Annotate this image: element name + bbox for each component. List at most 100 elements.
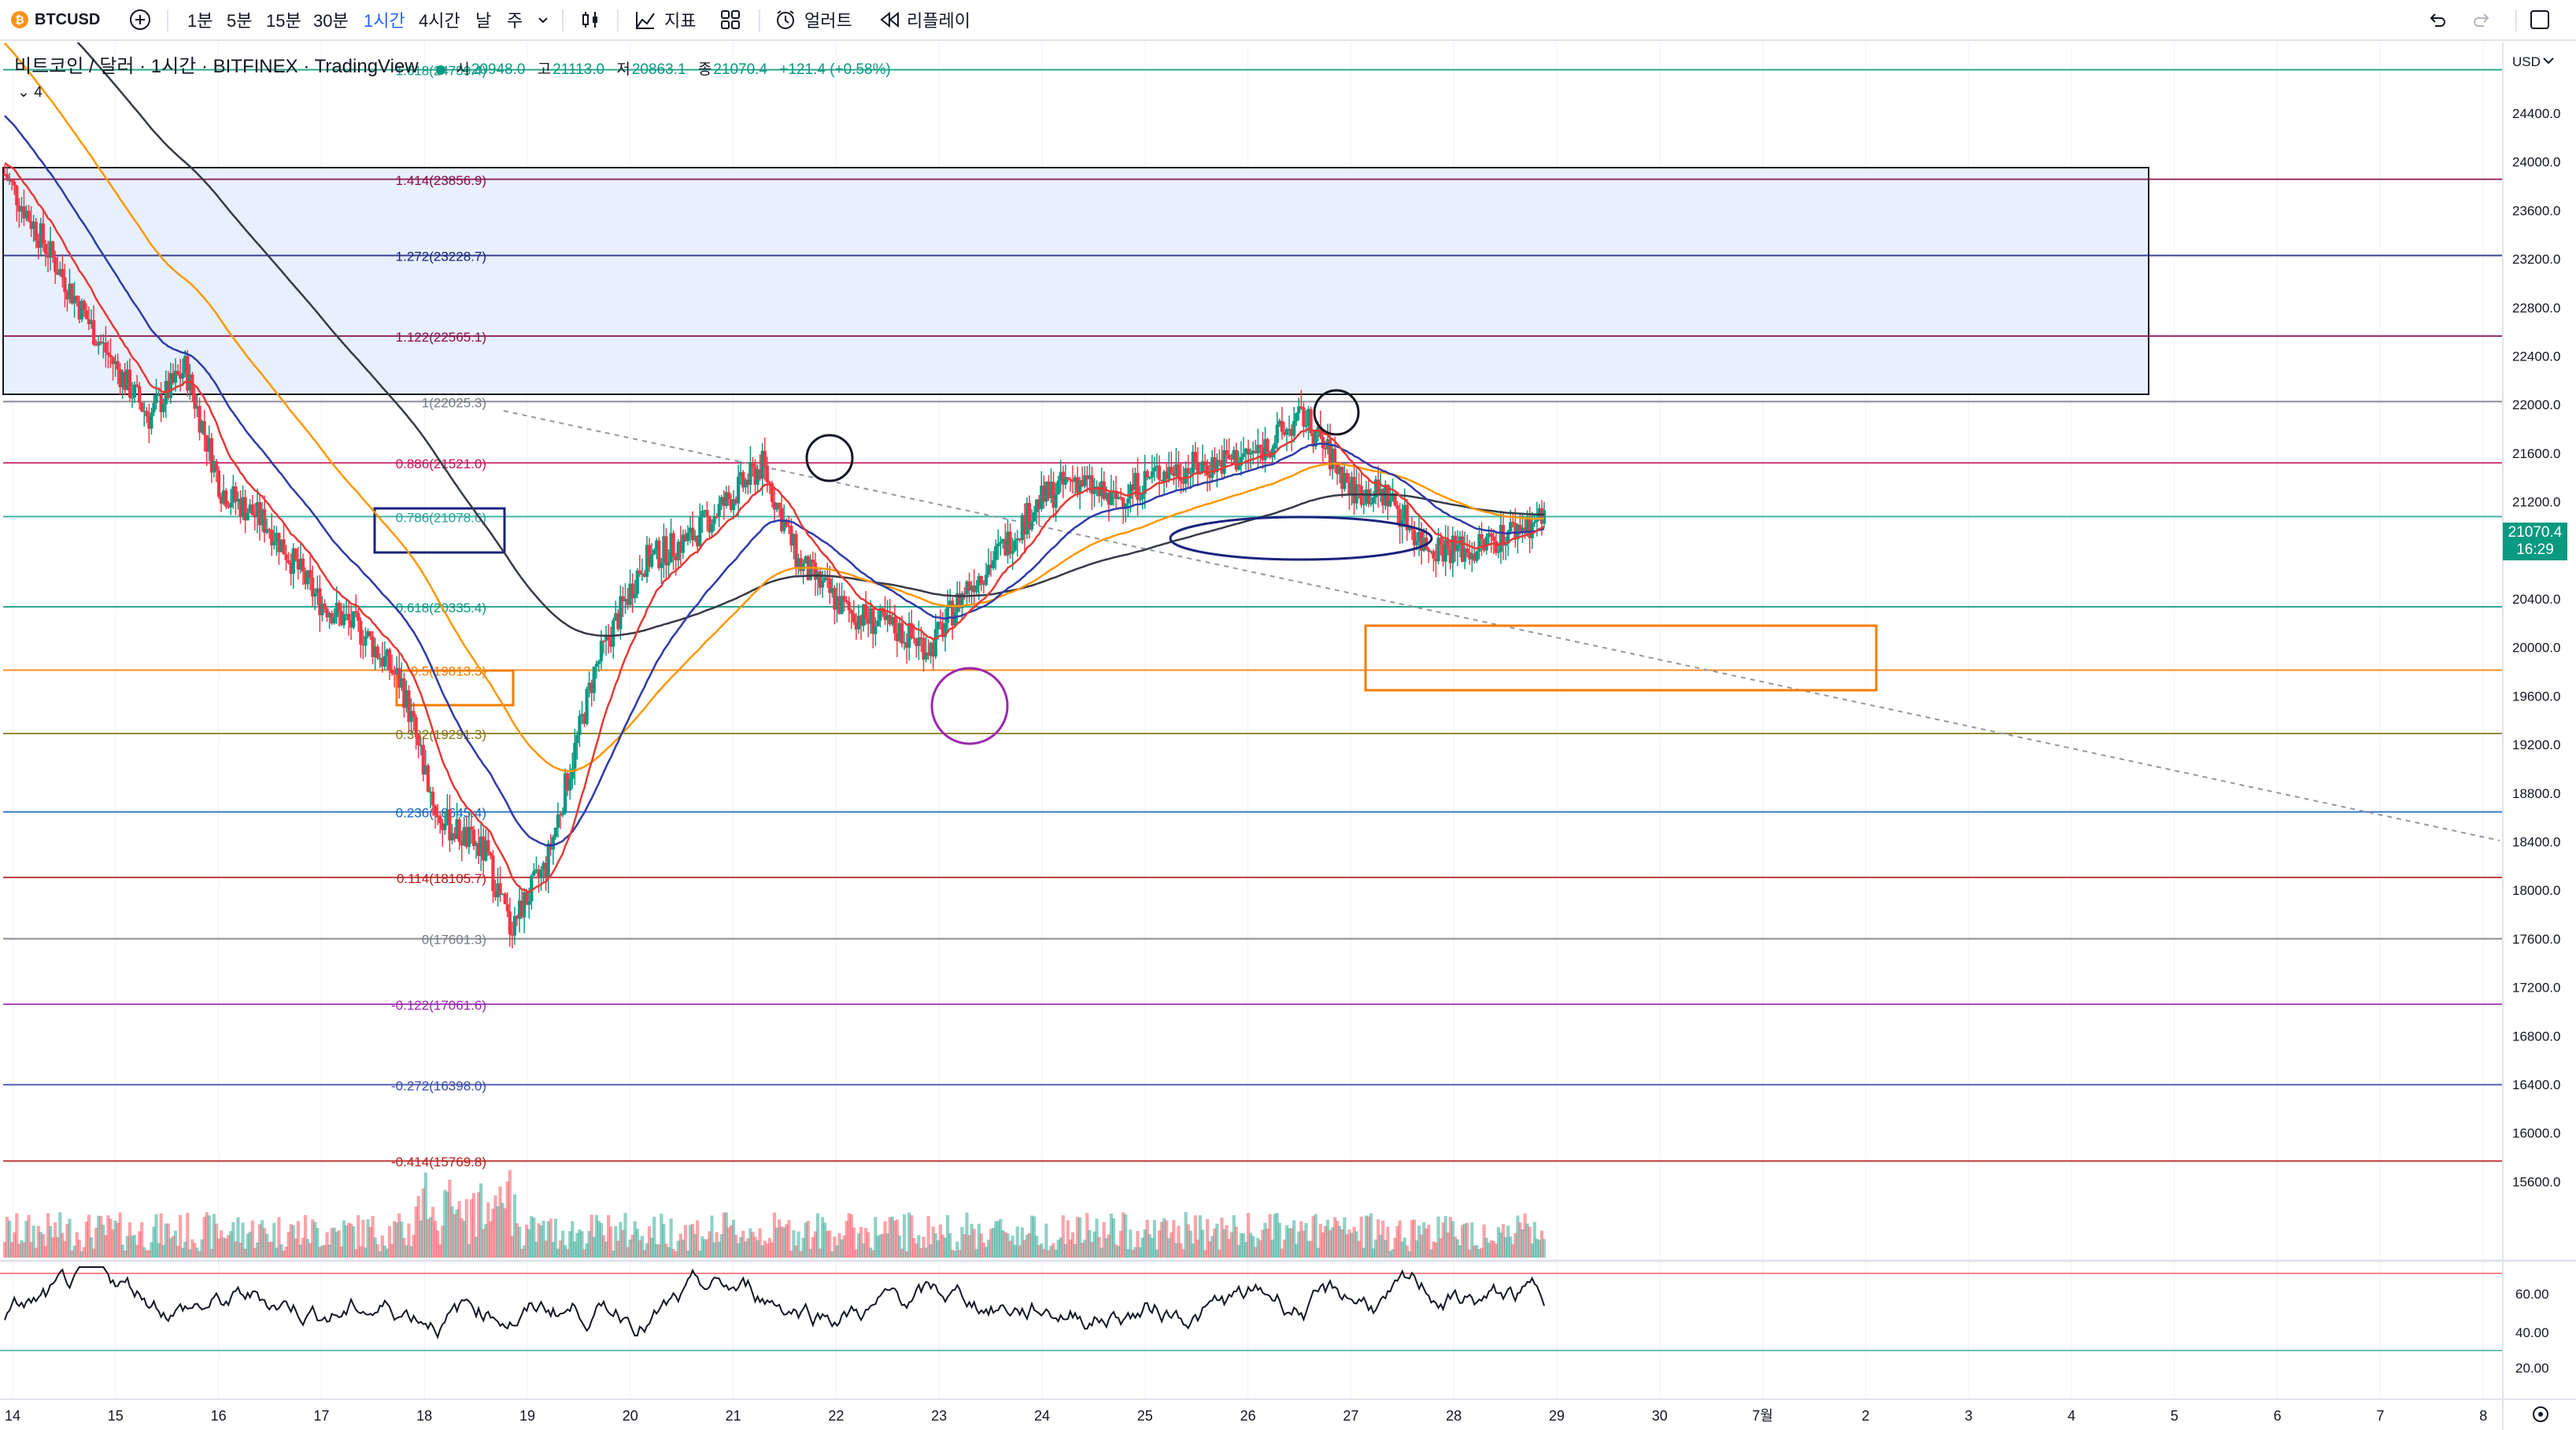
volume-bar [140,1221,144,1258]
volume-bar [1405,1245,1409,1258]
interval-1m[interactable]: 1분 [187,11,213,31]
volume-bar [801,1237,805,1258]
volume-bar [250,1220,254,1258]
fib-extension-zone[interactable] [2,167,2149,395]
volume-bar [1090,1242,1094,1258]
target-zone-rectangle[interactable] [1364,624,1878,692]
candle-body [75,296,79,302]
replay-button[interactable]: 리플레이 [878,0,970,39]
volume-bar [109,1218,113,1258]
volume-bar [1188,1230,1192,1258]
interval-30m[interactable]: 30분 [313,11,349,31]
replay-label: 리플레이 [907,11,970,31]
candle-body [758,469,762,479]
candle-body [1251,450,1255,453]
currency-label[interactable]: USD [2512,54,2541,69]
candle-body [705,509,709,517]
interval-1h[interactable]: 1시간 [364,11,405,31]
volume-bar [974,1249,978,1258]
candle-body [361,644,365,646]
alerts-button[interactable]: 얼러트 [774,0,852,39]
time-axis[interactable]: 14 15 16 17 18 19 20 21 22 23 24 25 26 27 28 29 30 7월 2 3 4 5… [5,1408,2487,1424]
candle-body [623,599,627,602]
volume-bar [34,1247,38,1258]
price-axis[interactable]: 24400.0 24000.0 23600.0 23200.0 22800.0 22400… [2512,106,2560,1189]
volume-bar [305,1239,310,1258]
candle-body [1511,522,1515,523]
candle-body [1138,499,1142,501]
candle-body [553,827,557,837]
open-label: 시 [456,61,470,78]
chevron-down-icon [538,17,548,24]
undo-button[interactable] [2426,0,2448,39]
volume-bar [1477,1249,1481,1258]
candle-body [616,613,620,630]
candle-body [597,661,601,664]
fib-label-box-0786[interactable] [373,507,506,554]
redo-button[interactable] [2471,0,2493,39]
candle-body [505,903,509,912]
layout-button[interactable] [2528,0,2552,39]
chart-legend[interactable]: 비트코인 / 달러 · 1시간 · BITFINEX · TradingView [14,50,419,78]
templates-button[interactable] [719,0,741,39]
interval-4h[interactable]: 4시간 [419,11,460,31]
volume-bar [135,1244,139,1258]
candle-body [972,585,976,593]
symbol-button[interactable]: ₿ BTCUSD [11,0,100,39]
interval-5m[interactable]: 5분 [227,11,253,31]
candle-body [1528,517,1532,538]
candle-body [327,612,331,618]
volume-bar [426,1218,430,1258]
candle-body [1489,533,1493,537]
rsi-axis[interactable]: 60.00 40.00 20.00 [2515,1287,2549,1376]
volume-bar [364,1247,368,1258]
candle-body [366,631,370,637]
interval-day[interactable]: 날 [475,11,492,31]
fib-label-box-05[interactable] [395,669,515,707]
candle-body [1405,504,1409,530]
toolbar-divider [2515,9,2517,31]
volume-bar [390,1243,394,1258]
candle-body [46,253,50,258]
candle-body [1083,475,1087,486]
candle-body [1434,558,1438,562]
candle-body [5,174,9,180]
ellipse-consolidation[interactable] [1169,515,1433,561]
candle-body [849,610,853,614]
chart-type-button[interactable] [579,0,601,39]
circle-marker-low[interactable] [930,667,1009,745]
interval-15m[interactable]: 15분 [266,11,301,31]
candle-body [257,502,262,526]
candle-body [582,714,586,724]
volume-bar [717,1241,721,1258]
volume-bar [929,1243,933,1258]
fib-level-label: 1(22025.3) [422,395,486,410]
indicators-button[interactable]: 지표 [634,0,696,39]
circle-marker-2[interactable] [1313,389,1360,436]
indicators-toggle[interactable]: ⌄ 4 [17,83,43,102]
interval-week[interactable]: 주 [507,11,523,31]
candle-body [722,497,726,506]
settings-gear-icon[interactable] [2533,1406,2548,1422]
time-tick-label: 20 [623,1408,638,1424]
compare-add-button[interactable] [129,0,151,39]
volume-bar [587,1231,591,1258]
volume-bar [900,1248,904,1258]
circle-marker-1[interactable] [805,434,854,482]
candle-body [1001,538,1005,542]
volume-bar [1506,1225,1510,1258]
interval-dropdown[interactable] [537,0,549,39]
volume-bar [344,1225,349,1258]
volume-bar [448,1179,452,1258]
volume-bar [1470,1222,1474,1258]
indicator-count: 4 [34,84,43,101]
candle-body [431,791,435,806]
fib-level-label: 0.114(18105.7) [397,871,486,886]
chevron-down-icon[interactable] [2543,57,2554,65]
volume-bar [219,1230,224,1258]
fib-retracement-lines[interactable]: 1.618(24759.4)1.414(23856.9)1.272(23228.… [3,64,2503,1170]
volume-bar [1350,1232,1354,1258]
candle-body [448,809,452,841]
